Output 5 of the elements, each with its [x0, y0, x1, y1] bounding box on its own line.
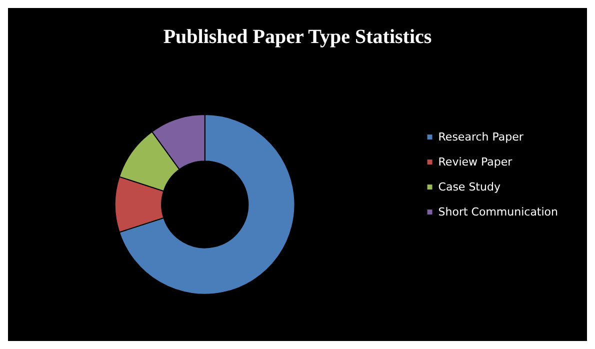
legend-label: Research Paper	[438, 130, 524, 144]
legend-label: Review Paper	[438, 156, 513, 168]
legend-label: Case Study	[438, 180, 501, 194]
chart-title: Published Paper Type Statistics	[163, 26, 432, 48]
legend-label: Short Communication	[438, 206, 558, 218]
